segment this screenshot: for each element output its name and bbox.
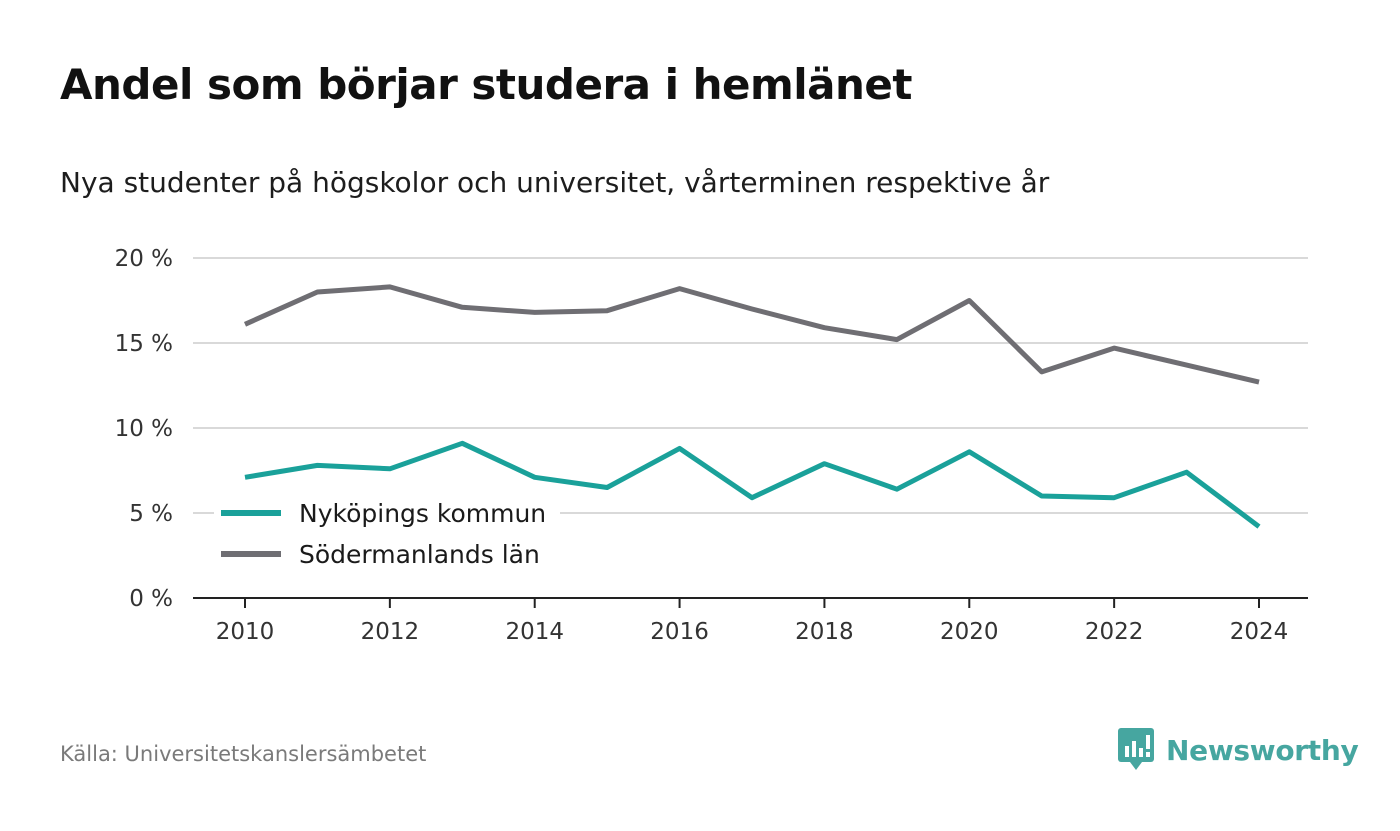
newsworthy-logo-icon [1118,728,1154,770]
legend: Nyköpings kommun Södermanlands län [214,494,560,574]
series-lines [243,284,1261,529]
legend-item: Södermanlands län [221,540,540,569]
y-axis-tick-labels: 0 % 5 % 10 % 15 % 20 % [115,246,173,612]
legend-background [214,494,560,574]
x-tick-label: 2024 [1230,619,1289,645]
y-tick-label: 5 % [129,501,173,527]
legend-label: Södermanlands län [299,540,540,569]
x-tick-label: 2018 [795,619,854,645]
source-note: Källa: Universitetskanslersämbetet [60,742,427,766]
x-tick-label: 2022 [1085,619,1144,645]
chart-title: Andel som börjar studera i hemlänet [60,60,913,109]
x-axis-tick-labels: 2010 2012 2014 2016 2018 2020 2022 2024 [216,598,1289,645]
y-tick-label: 10 % [115,416,173,442]
series-line [243,284,1260,385]
x-tick-label: 2016 [650,619,709,645]
line-chart: 0 %5 %10 %15 %20 % 2010 2012 2014 2016 2018 2… [115,246,1308,645]
series-line [244,440,1261,529]
x-tick-label: 2010 [216,619,275,645]
legend-label: Nyköpings kommun [299,499,546,528]
brand-logo: Newsworthy [1118,728,1359,772]
y-tick-label: 15 % [115,331,173,357]
legend-item: Nyköpings kommun [221,499,546,528]
x-tick-label: 2012 [361,619,420,645]
chart-subtitle: Nya studenter på högskolor och universit… [60,166,1050,199]
y-tick-label: 0 % [129,586,173,612]
x-tick-label: 2014 [505,619,564,645]
x-tick-label: 2020 [940,619,999,645]
y-tick-label: 20 % [115,246,173,272]
brand-name: Newsworthy [1166,733,1359,767]
